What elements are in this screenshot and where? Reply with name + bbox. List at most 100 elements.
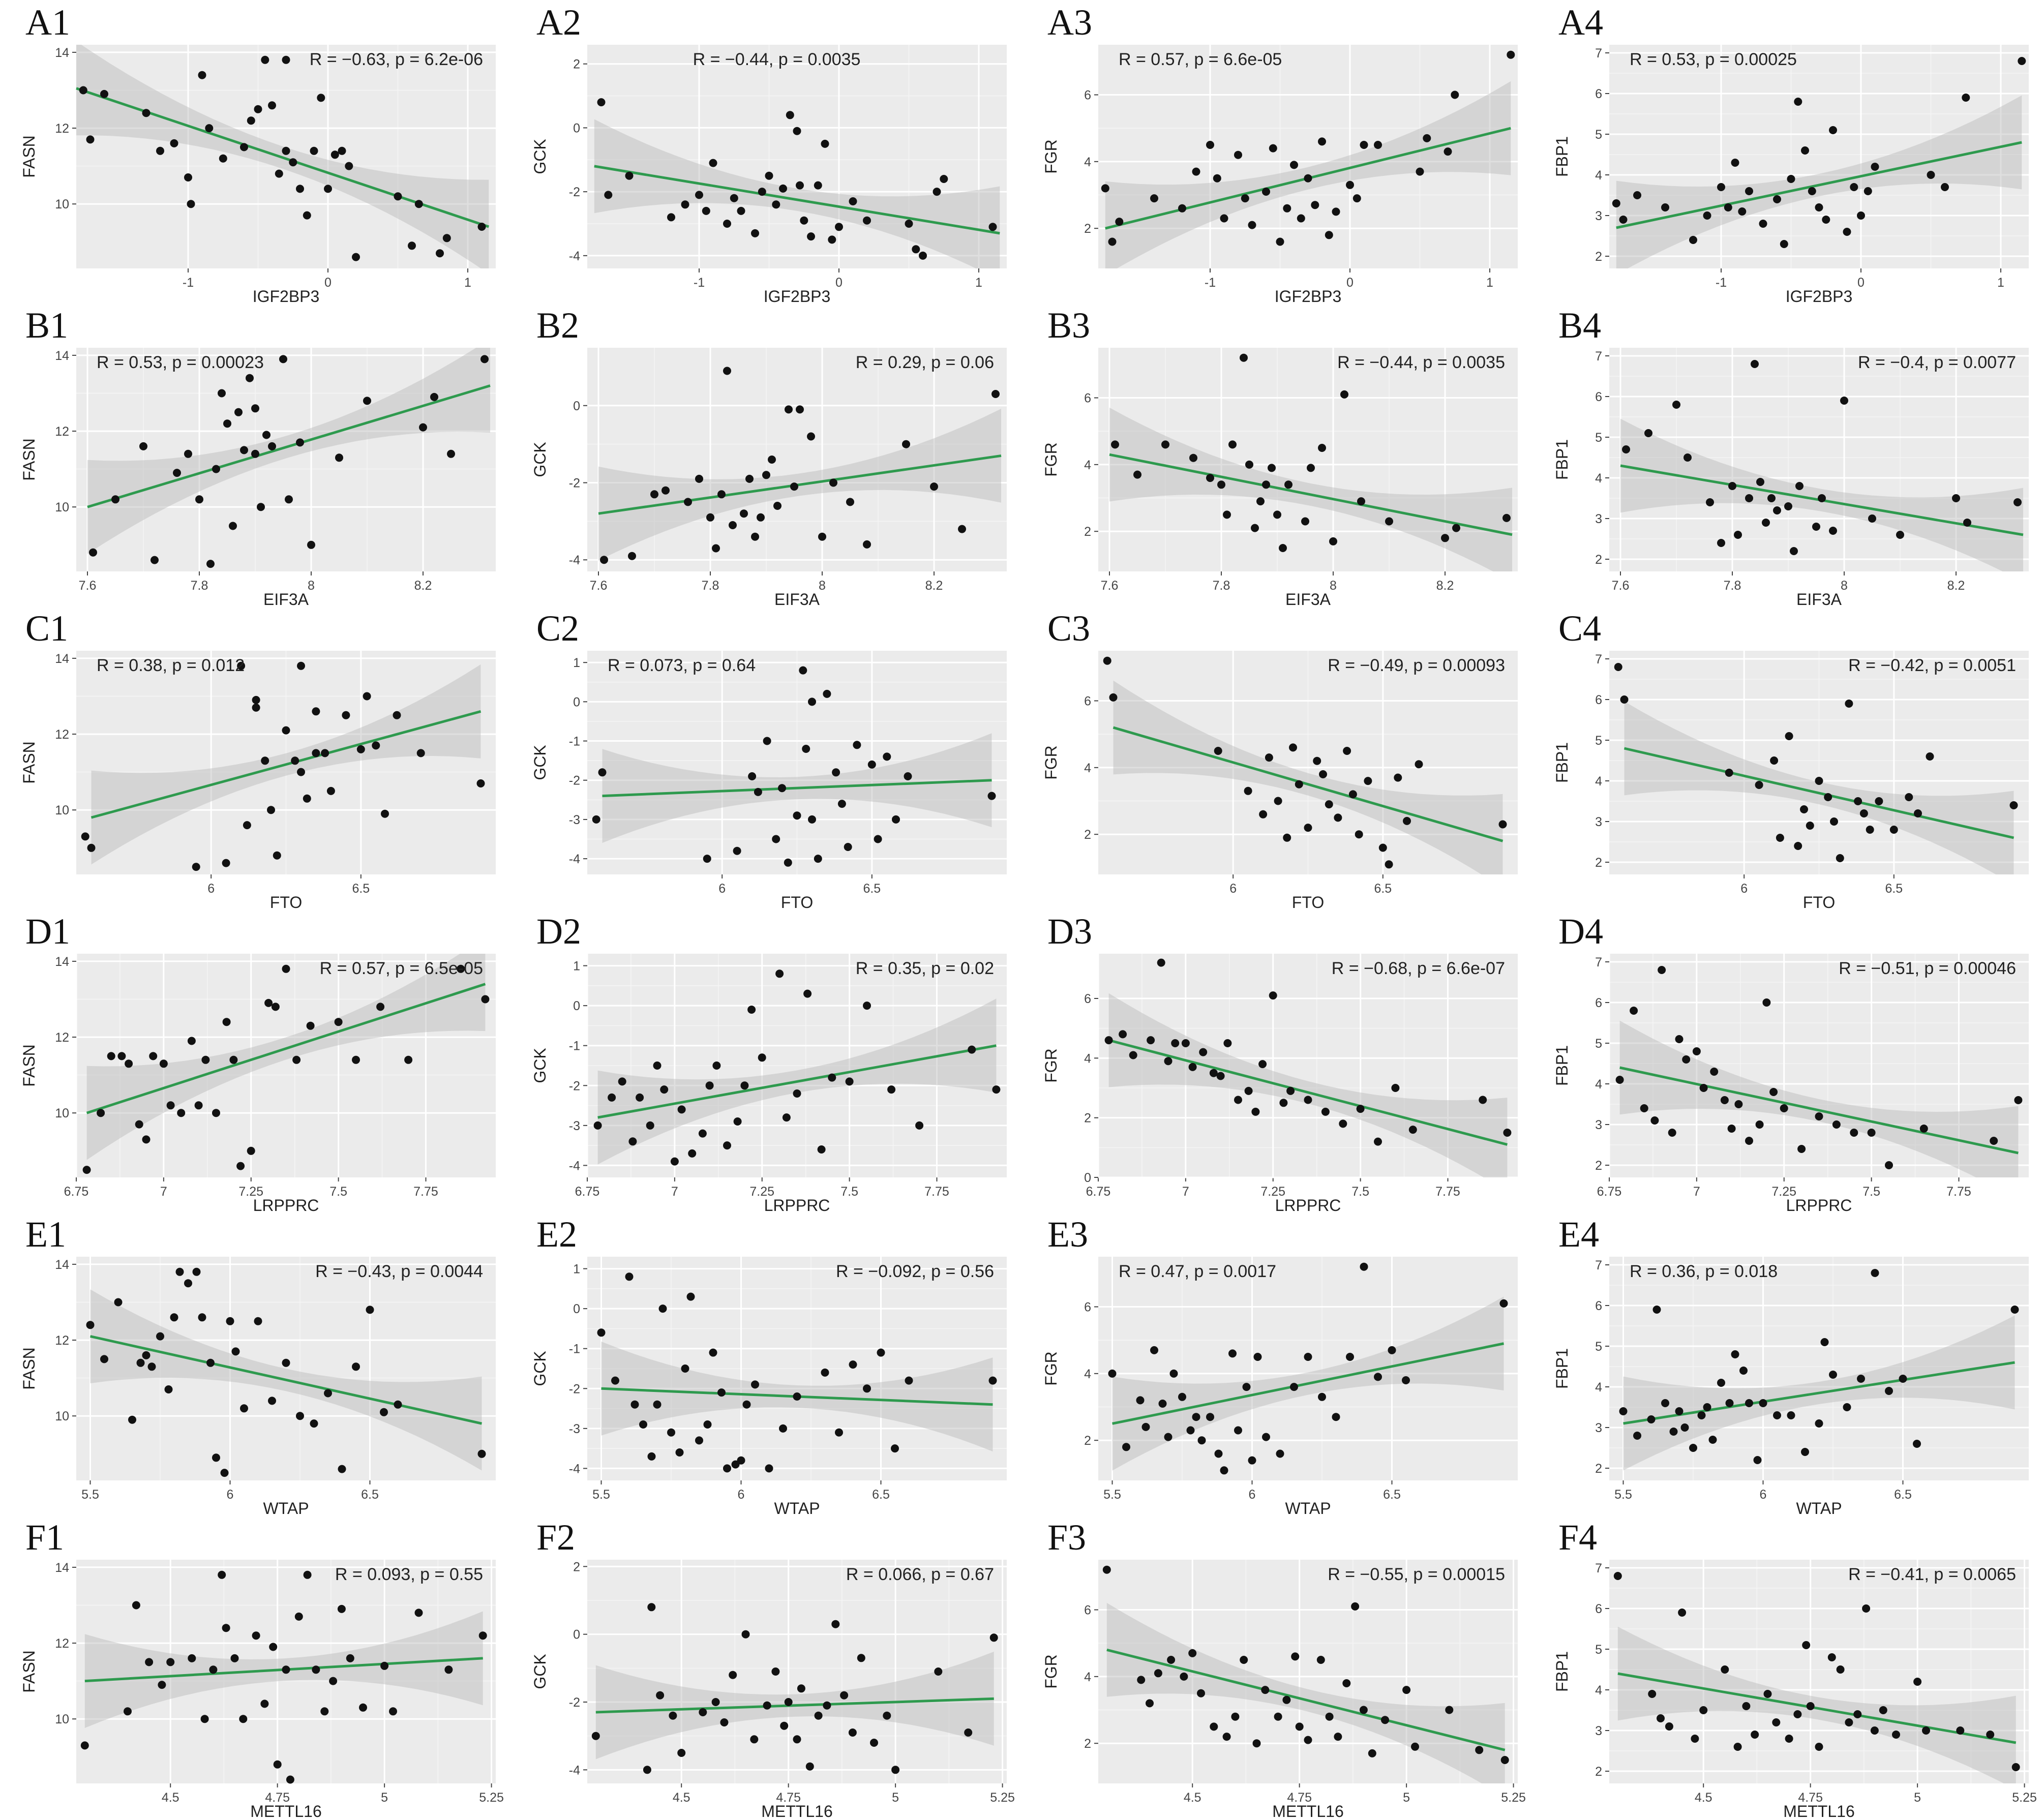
data-point <box>268 101 276 110</box>
data-point <box>779 1424 787 1433</box>
x-tick-label: 8 <box>819 579 826 593</box>
data-point <box>1658 966 1666 974</box>
y-tick-label: 4 <box>1084 1051 1091 1066</box>
data-point <box>2013 498 2022 506</box>
x-axis-label: LRPPRC <box>764 1196 830 1212</box>
data-point <box>1228 440 1237 449</box>
x-tick-label: 6.75 <box>64 1185 89 1199</box>
data-point <box>730 194 738 202</box>
x-tick-label: 6 <box>738 1488 745 1502</box>
data-point <box>1274 797 1282 805</box>
data-point <box>1801 1448 1809 1456</box>
data-point <box>1351 1602 1360 1611</box>
x-axis-label: FTO <box>1292 893 1324 909</box>
data-point <box>1703 1403 1711 1411</box>
data-point <box>173 469 181 477</box>
panel-label: B4 <box>1558 305 1602 346</box>
data-point <box>1756 478 1764 486</box>
chart-panel-f2: F2 4.5 4.75 5 5.25 -4 -2 0 2 R = 0.066, p = 0.67 M… <box>511 1515 1022 1818</box>
data-point <box>166 1658 175 1666</box>
data-point <box>740 1081 749 1090</box>
data-point <box>1866 826 1874 834</box>
x-tick-label: 6.5 <box>863 882 881 896</box>
data-point <box>251 404 259 413</box>
y-tick-label: 4 <box>1084 458 1091 472</box>
data-point <box>1657 1714 1665 1722</box>
x-tick-label: 6.5 <box>1894 1488 1912 1502</box>
x-axis-label: EIF3A <box>263 590 309 606</box>
chart-panel-f3: F3 4.5 4.75 5 5.25 2 4 6 R = −0.55, p = 0.00015 M… <box>1022 1515 1533 1818</box>
data-point <box>773 502 781 510</box>
data-point <box>1360 141 1368 149</box>
data-point <box>863 540 871 549</box>
data-point <box>807 232 815 241</box>
data-point <box>252 1631 260 1640</box>
data-point <box>853 741 861 749</box>
data-point <box>667 1428 675 1437</box>
data-point <box>1812 523 1820 531</box>
data-point <box>262 431 270 439</box>
data-point <box>291 756 299 765</box>
confidence-band <box>87 348 490 554</box>
data-point <box>1136 1396 1145 1405</box>
data-point <box>1244 1086 1253 1095</box>
x-tick-label: 7 <box>160 1185 167 1199</box>
data-point <box>1214 747 1222 755</box>
data-point <box>660 1085 669 1094</box>
data-point <box>326 786 335 795</box>
data-point <box>1269 144 1277 153</box>
chart-panel-b2: B2 7.6 7.8 8 8.2 -4 -2 0 R = 0.29, p = 0.06 EIF3A… <box>511 303 1022 606</box>
data-point <box>1192 1413 1200 1421</box>
data-point <box>220 1469 229 1477</box>
data-point <box>212 1109 220 1117</box>
y-axis-label: FGR <box>1042 442 1060 477</box>
data-point <box>1164 1433 1173 1441</box>
data-point <box>1885 1161 1893 1169</box>
data-point <box>1206 1413 1214 1421</box>
data-point <box>1214 1449 1223 1458</box>
data-point <box>414 1609 423 1617</box>
data-point <box>1725 1399 1734 1407</box>
data-point <box>192 863 200 871</box>
data-point <box>785 405 793 414</box>
data-point <box>814 855 822 863</box>
x-tick-label: 6 <box>1760 1488 1767 1502</box>
data-point <box>128 1415 136 1424</box>
data-point <box>1899 1375 1907 1383</box>
chart-panel-c1: C1 6 6.5 10 12 14 R = 0.38, p = 0.012 FTO FASN <box>0 606 511 909</box>
data-point <box>1614 663 1622 671</box>
data-point <box>430 392 438 401</box>
data-point <box>1773 1411 1781 1419</box>
x-tick-label: 6 <box>1740 882 1748 896</box>
confidence-band <box>1619 1020 2019 1177</box>
data-point <box>222 859 230 867</box>
data-point <box>840 1691 849 1700</box>
data-point <box>273 851 281 860</box>
data-point <box>1206 474 1214 482</box>
data-point <box>1290 1383 1298 1391</box>
chart-panel-e2: E2 5.5 6 6.5 -4 -3 -2 -1 0 1 R = −0.092, p = 0.56 W… <box>511 1212 1022 1515</box>
data-point <box>821 139 829 148</box>
y-axis-label: FGR <box>1042 139 1060 174</box>
data-point <box>317 94 325 102</box>
y-tick-label: 12 <box>55 424 69 439</box>
data-point <box>329 1677 338 1685</box>
y-tick-label: 7 <box>1595 652 1602 666</box>
data-point <box>1745 187 1753 195</box>
data-point <box>784 858 792 867</box>
data-point <box>1870 1726 1879 1735</box>
data-point <box>597 1328 606 1337</box>
data-point <box>1755 781 1763 789</box>
y-axis-label: FBP1 <box>1553 136 1571 177</box>
chart-panel-d1: D1 6.75 7 7.25 7.5 7.75 10 12 14 R = 0.57, p = 6.… <box>0 909 511 1212</box>
data-point <box>1253 1353 1262 1361</box>
correlation-stat: R = 0.36, p = 0.018 <box>1630 1262 1778 1281</box>
data-point <box>345 162 353 170</box>
data-point <box>236 1162 245 1170</box>
data-point <box>1692 1047 1701 1055</box>
data-point <box>1802 1641 1811 1649</box>
correlation-stat: R = 0.35, p = 0.02 <box>856 959 994 978</box>
data-point <box>750 1735 759 1744</box>
data-point <box>988 223 997 231</box>
data-point <box>1385 860 1393 869</box>
